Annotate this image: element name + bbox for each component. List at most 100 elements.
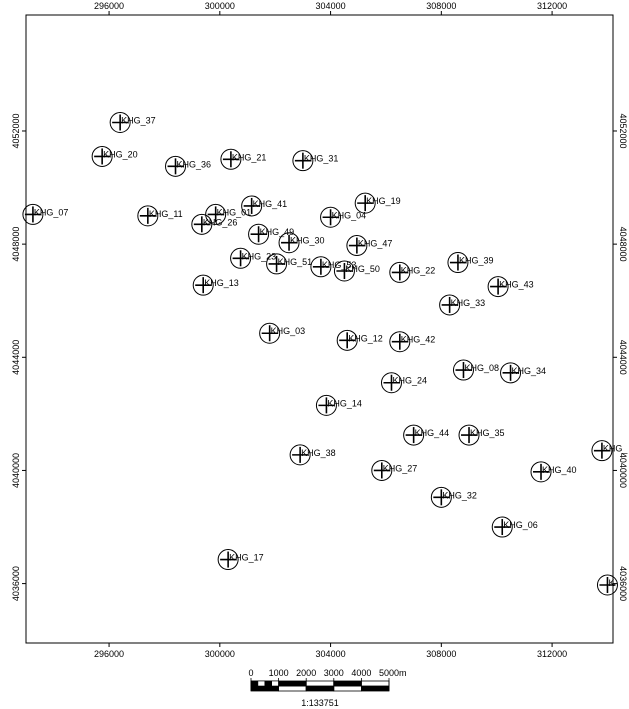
scale-segment-2	[305, 685, 335, 692]
well-34[interactable]: KHG_27	[371, 459, 418, 481]
well-15[interactable]: KHG_23	[230, 247, 277, 269]
well-symbol-3	[220, 148, 242, 170]
well-label-28: KHG_34	[512, 366, 547, 376]
well-9[interactable]: KHG_41	[241, 195, 288, 217]
well-label-6: KHG_11	[149, 209, 183, 219]
y-tick-label-right-0: 4036000	[618, 566, 628, 601]
well-label-16: KHG_51	[278, 257, 313, 267]
well-symbol-39	[217, 549, 239, 571]
well-label-10: KHG_19	[366, 196, 401, 206]
well-label-31: KHG_44	[415, 428, 450, 438]
well-10[interactable]: KHG_19	[354, 192, 401, 214]
well-label-2: KHG_36	[177, 159, 212, 169]
well-label-11: KHG_04	[332, 210, 367, 220]
well-1[interactable]: KHG_20	[91, 145, 138, 167]
well-symbol-18	[333, 260, 355, 282]
well-27[interactable]: KHG_08	[452, 359, 499, 381]
well-38[interactable]: KHG_06	[491, 516, 538, 538]
well-18[interactable]: KHG_50	[333, 260, 380, 282]
well-21[interactable]: KHG_43	[487, 276, 534, 298]
well-32[interactable]: KHG_35	[458, 424, 505, 446]
well-20[interactable]: KHG_39	[447, 252, 494, 274]
well-29[interactable]: KHG_24	[380, 372, 427, 394]
well-label-40: K	[608, 578, 614, 588]
well-symbol-15	[230, 247, 252, 269]
well-symbol-19	[389, 261, 411, 283]
well-symbol-1	[91, 145, 113, 167]
well-label-5: KHG_07	[34, 207, 69, 217]
well-label-13: KHG_30	[290, 236, 325, 246]
well-14[interactable]: KHG_47	[346, 235, 393, 257]
well-0[interactable]: KHG_37	[109, 111, 156, 133]
well-label-38: KHG_06	[503, 520, 538, 530]
well-24[interactable]: KHG_03	[259, 322, 306, 344]
well-label-33: KHG_38	[301, 448, 336, 458]
well-2[interactable]: KHG_36	[165, 155, 212, 177]
well-11[interactable]: KHG_04	[320, 206, 367, 228]
well-26[interactable]: KHG_42	[389, 331, 436, 353]
y-tick-label-left-4: 4052000	[11, 113, 21, 148]
well-39[interactable]: KHG_17	[217, 549, 264, 571]
x-ticks-bottom: 296000 300000 304000 308000 312000	[94, 643, 567, 659]
well-40[interactable]: K	[596, 574, 618, 596]
scale-label-3: 3000	[324, 668, 344, 678]
x-tick-label-bottom-2: 304000	[316, 649, 346, 659]
scale-label-4: 4000	[351, 668, 371, 678]
well-5[interactable]: KHG_07	[22, 203, 69, 225]
y-tick-label-right-2: 4044000	[618, 340, 628, 375]
well-symbol-16	[266, 253, 288, 275]
map-frame	[25, 14, 614, 644]
well-23[interactable]: KHG_33	[439, 294, 486, 316]
well-label-4: KHG_31	[304, 154, 339, 164]
well-22[interactable]: KHG_13	[192, 274, 239, 296]
well-7[interactable]: KHG_01	[205, 203, 252, 225]
well-35[interactable]: KHG_40	[530, 461, 577, 483]
well-label-24: KHG_03	[271, 326, 306, 336]
well-symbol-37	[430, 486, 452, 508]
well-label-37: KHG_32	[442, 490, 477, 500]
well-symbol-8	[191, 213, 213, 235]
well-30[interactable]: KHG_14	[315, 394, 362, 416]
y-tick-label-right-4: 4052000	[618, 113, 628, 148]
well-symbol-0	[109, 111, 131, 133]
well-8[interactable]: KHG_26	[191, 213, 238, 235]
well-4[interactable]: KHG_31	[292, 150, 339, 172]
well-16[interactable]: KHG_51	[266, 253, 313, 275]
well-6[interactable]: KHG_11	[137, 205, 183, 227]
well-symbol-5	[22, 203, 44, 225]
x-tick-label-bottom-0: 296000	[94, 649, 124, 659]
well-label-15: KHG_23	[242, 251, 277, 261]
well-19[interactable]: KHG_22	[389, 261, 436, 283]
well-symbol-11	[320, 206, 342, 228]
scale-segment-3	[333, 685, 362, 692]
well-label-39: KHG_17	[229, 553, 264, 563]
well-12[interactable]: KHG_49	[248, 223, 295, 245]
well-28[interactable]: KHG_34	[500, 362, 547, 384]
well-symbol-30	[315, 394, 337, 416]
well-symbol-27	[452, 359, 474, 381]
scale-segment-4	[360, 685, 390, 692]
x-tick-label-top-2: 304000	[316, 1, 346, 11]
y-tick-label-left-2: 4044000	[11, 340, 21, 375]
well-3[interactable]: KHG_21	[220, 148, 267, 170]
well-symbol-35	[530, 461, 552, 483]
well-label-12: KHG_49	[260, 227, 295, 237]
well-25[interactable]: KHG_12	[336, 329, 383, 351]
y-tick-label-right-1: 4040000	[618, 453, 628, 488]
well-36[interactable]: KHG_	[591, 440, 629, 462]
well-13[interactable]: KHG_30	[278, 232, 325, 254]
well-37[interactable]: KHG_32	[430, 486, 477, 508]
well-symbol-10	[354, 192, 376, 214]
well-33[interactable]: KHG_38	[289, 444, 336, 466]
well-symbol-29	[380, 372, 402, 394]
scale-label-1: 1000	[269, 668, 289, 678]
y-ticks-left: 4036000 4040000 4044000 4048000 4052000	[11, 113, 26, 601]
scale-label-2: 2000	[296, 668, 316, 678]
well-31[interactable]: KHG_44	[403, 424, 450, 446]
well-symbol-31	[403, 424, 425, 446]
well-17[interactable]: KHG_53	[310, 256, 357, 278]
well-label-18: KHG_50	[345, 264, 380, 274]
scale-segment-top-4	[360, 680, 390, 687]
well-label-36: KHG_	[603, 444, 629, 454]
